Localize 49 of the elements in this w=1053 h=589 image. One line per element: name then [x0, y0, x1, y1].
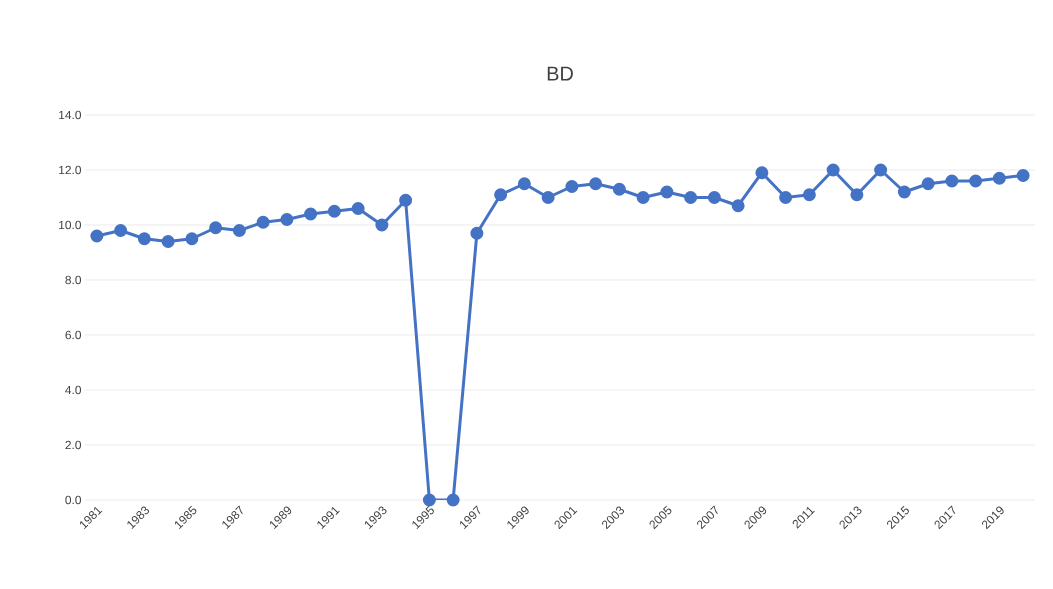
- point: [327, 204, 341, 218]
- point: [541, 191, 555, 204]
- point: [446, 493, 460, 507]
- point: [684, 191, 698, 204]
- y-tick-label: 14.0: [59, 110, 82, 120]
- y-tick-label: 0.0: [65, 495, 82, 505]
- point: [494, 188, 508, 202]
- point: [612, 182, 626, 196]
- point: [992, 171, 1006, 185]
- point: [755, 166, 769, 180]
- point: [304, 207, 318, 221]
- point: [470, 226, 484, 240]
- point: [731, 199, 745, 213]
- point: [945, 174, 959, 188]
- point: [707, 191, 721, 204]
- point: [802, 188, 816, 202]
- point: [351, 202, 365, 215]
- point: [375, 218, 389, 232]
- point: [137, 232, 151, 246]
- point: [90, 229, 104, 243]
- y-tick-label: 10.0: [59, 220, 82, 230]
- point: [660, 185, 674, 199]
- point: [422, 493, 436, 507]
- y-tick-label: 2.0: [65, 440, 82, 450]
- chart-title: BD: [547, 66, 573, 81]
- point: [1016, 169, 1030, 182]
- point: [779, 191, 793, 204]
- point: [256, 215, 270, 229]
- y-tick-label: 4.0: [65, 385, 82, 395]
- point: [565, 180, 579, 193]
- point: [280, 213, 294, 226]
- point: [399, 193, 413, 207]
- point: [185, 232, 199, 246]
- point: [232, 224, 246, 237]
- point: [897, 185, 911, 199]
- point: [826, 163, 840, 177]
- point: [209, 221, 223, 235]
- y-tick-label: 12.0: [59, 165, 82, 175]
- point: [114, 224, 128, 237]
- point: [636, 191, 650, 204]
- point: [517, 177, 531, 191]
- point: [161, 235, 175, 248]
- point: [874, 163, 888, 177]
- point: [589, 177, 603, 191]
- y-tick-label: 8.0: [65, 275, 82, 285]
- point: [921, 177, 935, 191]
- point: [969, 174, 983, 188]
- y-tick-label: 6.0: [65, 330, 82, 340]
- point: [850, 188, 864, 202]
